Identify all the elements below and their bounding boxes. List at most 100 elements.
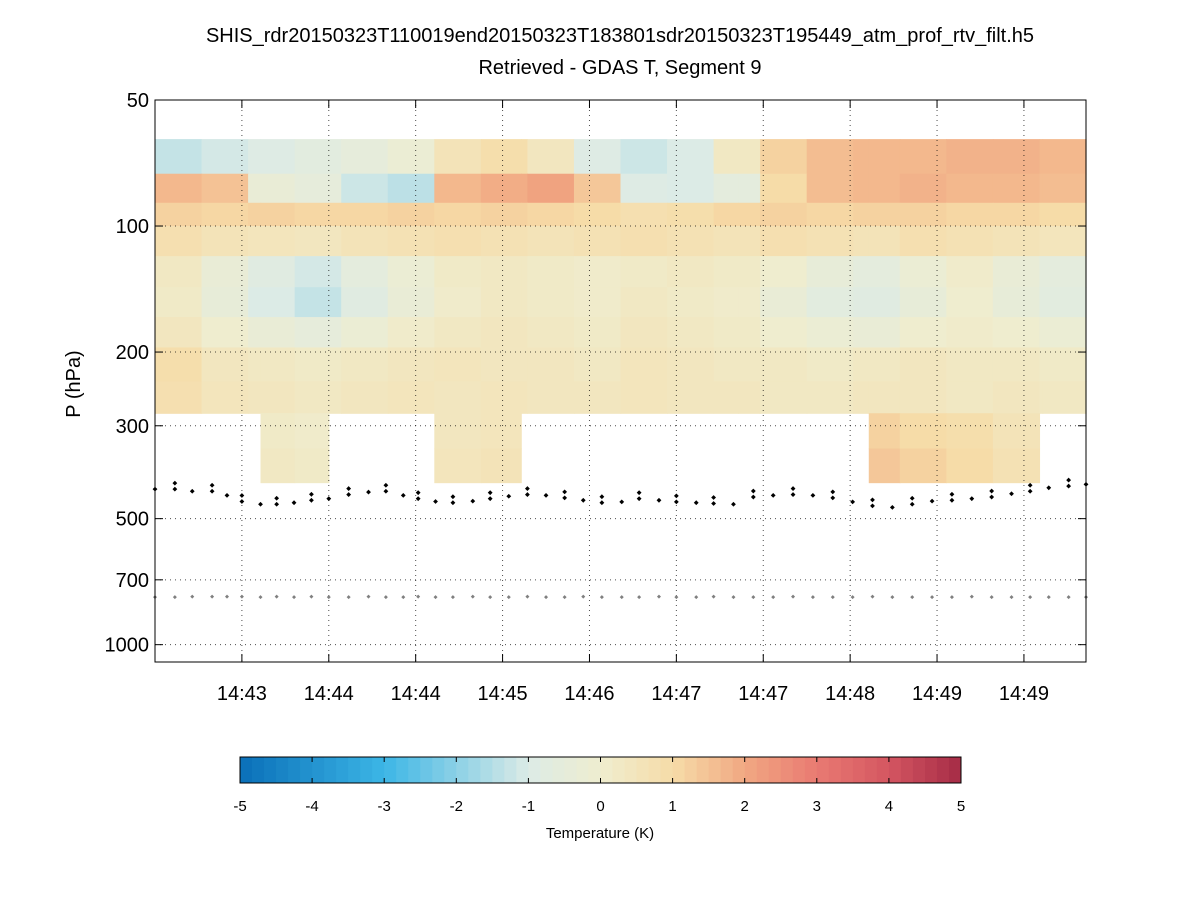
gray-marker-point [383, 595, 388, 600]
colorbar-swatch [312, 757, 325, 783]
heatmap-cell [201, 317, 249, 349]
heatmap-cell [248, 317, 262, 349]
heatmap-cell [946, 287, 994, 318]
colorbar-swatch [624, 757, 638, 783]
gray-marker-point [258, 595, 263, 600]
black-marker-point [989, 488, 995, 494]
colorbar-tick-label: -5 [233, 798, 246, 815]
heatmap-cell [992, 256, 1041, 288]
gray-marker-point [581, 594, 586, 599]
black-marker-point [673, 493, 679, 499]
heatmap-cell [667, 317, 715, 349]
heatmap-cell [713, 202, 740, 227]
colorbar-swatch [288, 757, 301, 783]
heatmap-cell [434, 202, 482, 227]
black-marker-point [909, 495, 915, 501]
heatmap-cell [201, 202, 249, 227]
heatmap-cell [620, 347, 668, 382]
colorbar-swatch [660, 757, 674, 783]
heatmap-cell [1039, 173, 1044, 204]
heatmap-cell [899, 381, 947, 414]
heatmap-cell [620, 256, 668, 288]
heatmap-cell [248, 347, 262, 382]
black-marker-point [487, 496, 493, 502]
colorbar-tick-label: 2 [741, 798, 749, 815]
heatmap-cell [328, 202, 342, 227]
gray-marker-point [890, 595, 895, 600]
heatmap-cell [294, 256, 330, 288]
gray-marker-point [949, 595, 954, 600]
heatmap [155, 139, 1087, 484]
colorbar-swatch [276, 757, 289, 783]
colorbar-swatch [324, 757, 337, 783]
y-tick-label: 700 [116, 570, 149, 592]
gray-marker-point [810, 595, 815, 600]
heatmap-cell [480, 173, 522, 204]
heatmap-cell [868, 287, 901, 318]
colorbar-swatch [708, 757, 722, 783]
heatmap-cell [434, 226, 482, 257]
heatmap-cell [738, 173, 761, 204]
heatmap-cell [294, 139, 330, 175]
heatmap-cell [760, 256, 808, 288]
colorbar-swatch [516, 757, 529, 783]
gray-marker-point [711, 594, 716, 599]
colorbar-tick-label: 5 [957, 798, 965, 815]
heatmap-cell [328, 317, 342, 349]
heatmap-cell [1039, 202, 1044, 227]
colorbar-swatch [372, 757, 385, 783]
black-marker-point [274, 501, 280, 507]
heatmap-cell [1039, 381, 1044, 414]
heatmap-cell [260, 173, 296, 204]
colorbar-swatch [816, 757, 830, 783]
heatmap-cell [248, 256, 262, 288]
heatmap-cell [713, 287, 740, 318]
heatmap-cell [480, 226, 522, 257]
heatmap-cell [738, 202, 761, 227]
x-tick-label: 14:44 [304, 683, 354, 705]
heatmap-cell [760, 347, 808, 382]
heatmap-cell [387, 139, 435, 175]
heatmap-cell [899, 448, 947, 484]
heatmap-cell [899, 139, 947, 175]
colorbar-swatch [540, 757, 553, 783]
colorbar-tick-label: 4 [885, 798, 893, 815]
black-marker-point [989, 494, 995, 500]
black-marker-point [224, 493, 230, 498]
heatmap-cell [155, 226, 203, 257]
colorbar-swatch [636, 757, 650, 783]
black-marker-point [619, 499, 625, 505]
gray-marker-point [326, 595, 331, 600]
heatmap-cell [521, 287, 528, 318]
gray-marker-point [830, 595, 835, 600]
heatmap-cell [667, 226, 715, 257]
heatmap-cell [155, 202, 203, 227]
heatmap-cell [760, 226, 808, 257]
heatmap-cell [992, 347, 1041, 382]
black-marker-point [750, 494, 756, 500]
black-marker-point [636, 490, 642, 496]
black-marker-point [562, 489, 568, 495]
heatmap-cell [201, 139, 249, 175]
heatmap-cell [527, 202, 575, 227]
heatmap-cell [260, 287, 296, 318]
chart-title: SHIS_rdr20150323T110019end20150323T18380… [206, 25, 1034, 47]
heatmap-cell [853, 381, 870, 414]
gray-marker-point [470, 594, 475, 599]
heatmap-cell [294, 413, 330, 450]
heatmap-cell [260, 139, 296, 175]
gray-marker-point [910, 595, 915, 600]
heatmap-cell [328, 347, 342, 382]
colorbar-swatch [648, 757, 662, 783]
heatmap-cell [1042, 317, 1087, 349]
colorbar-swatch [864, 757, 878, 783]
heatmap-cell [260, 317, 296, 349]
heatmap-cell [480, 448, 522, 484]
black-marker-point [711, 501, 716, 506]
heatmap-cell [806, 317, 854, 349]
black-marker-point [450, 500, 456, 506]
heatmap-cell [260, 347, 296, 382]
heatmap-cell [527, 317, 575, 349]
gray-marker-point [401, 595, 406, 600]
